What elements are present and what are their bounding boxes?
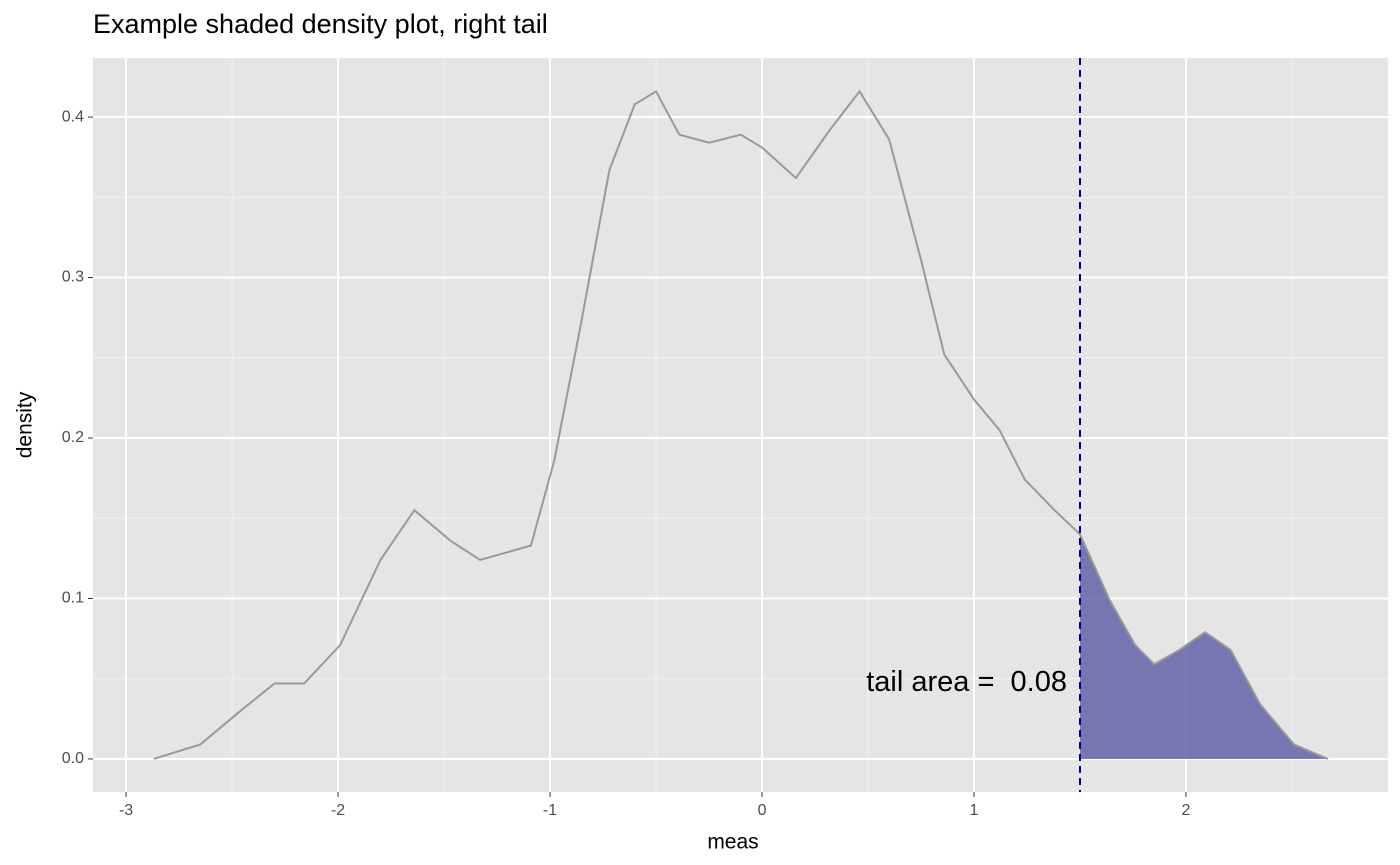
x-axis-title: meas bbox=[707, 831, 758, 854]
chart-title: Example shaded density plot, right tail bbox=[93, 9, 548, 39]
annotation: tail area = 0.08 bbox=[866, 666, 1067, 698]
y-axis-title: density bbox=[14, 391, 37, 458]
x-tick-label: -1 bbox=[543, 802, 557, 819]
y-tick-label: 0.3 bbox=[62, 269, 84, 286]
tail-area bbox=[1079, 534, 1329, 759]
y-tick-label: 0.1 bbox=[62, 590, 84, 607]
density-line bbox=[153, 89, 1329, 760]
x-tick-label: 1 bbox=[970, 802, 979, 819]
x-tick-label: -3 bbox=[119, 802, 133, 819]
y-tick-label: 0.2 bbox=[62, 429, 84, 446]
y-tick-label: 0.0 bbox=[62, 750, 84, 767]
x-tick-label: -2 bbox=[331, 802, 345, 819]
x-tick-label: 2 bbox=[1182, 802, 1191, 819]
x-tick-label: 0 bbox=[758, 802, 767, 819]
y-tick-label: 0.4 bbox=[62, 108, 84, 125]
